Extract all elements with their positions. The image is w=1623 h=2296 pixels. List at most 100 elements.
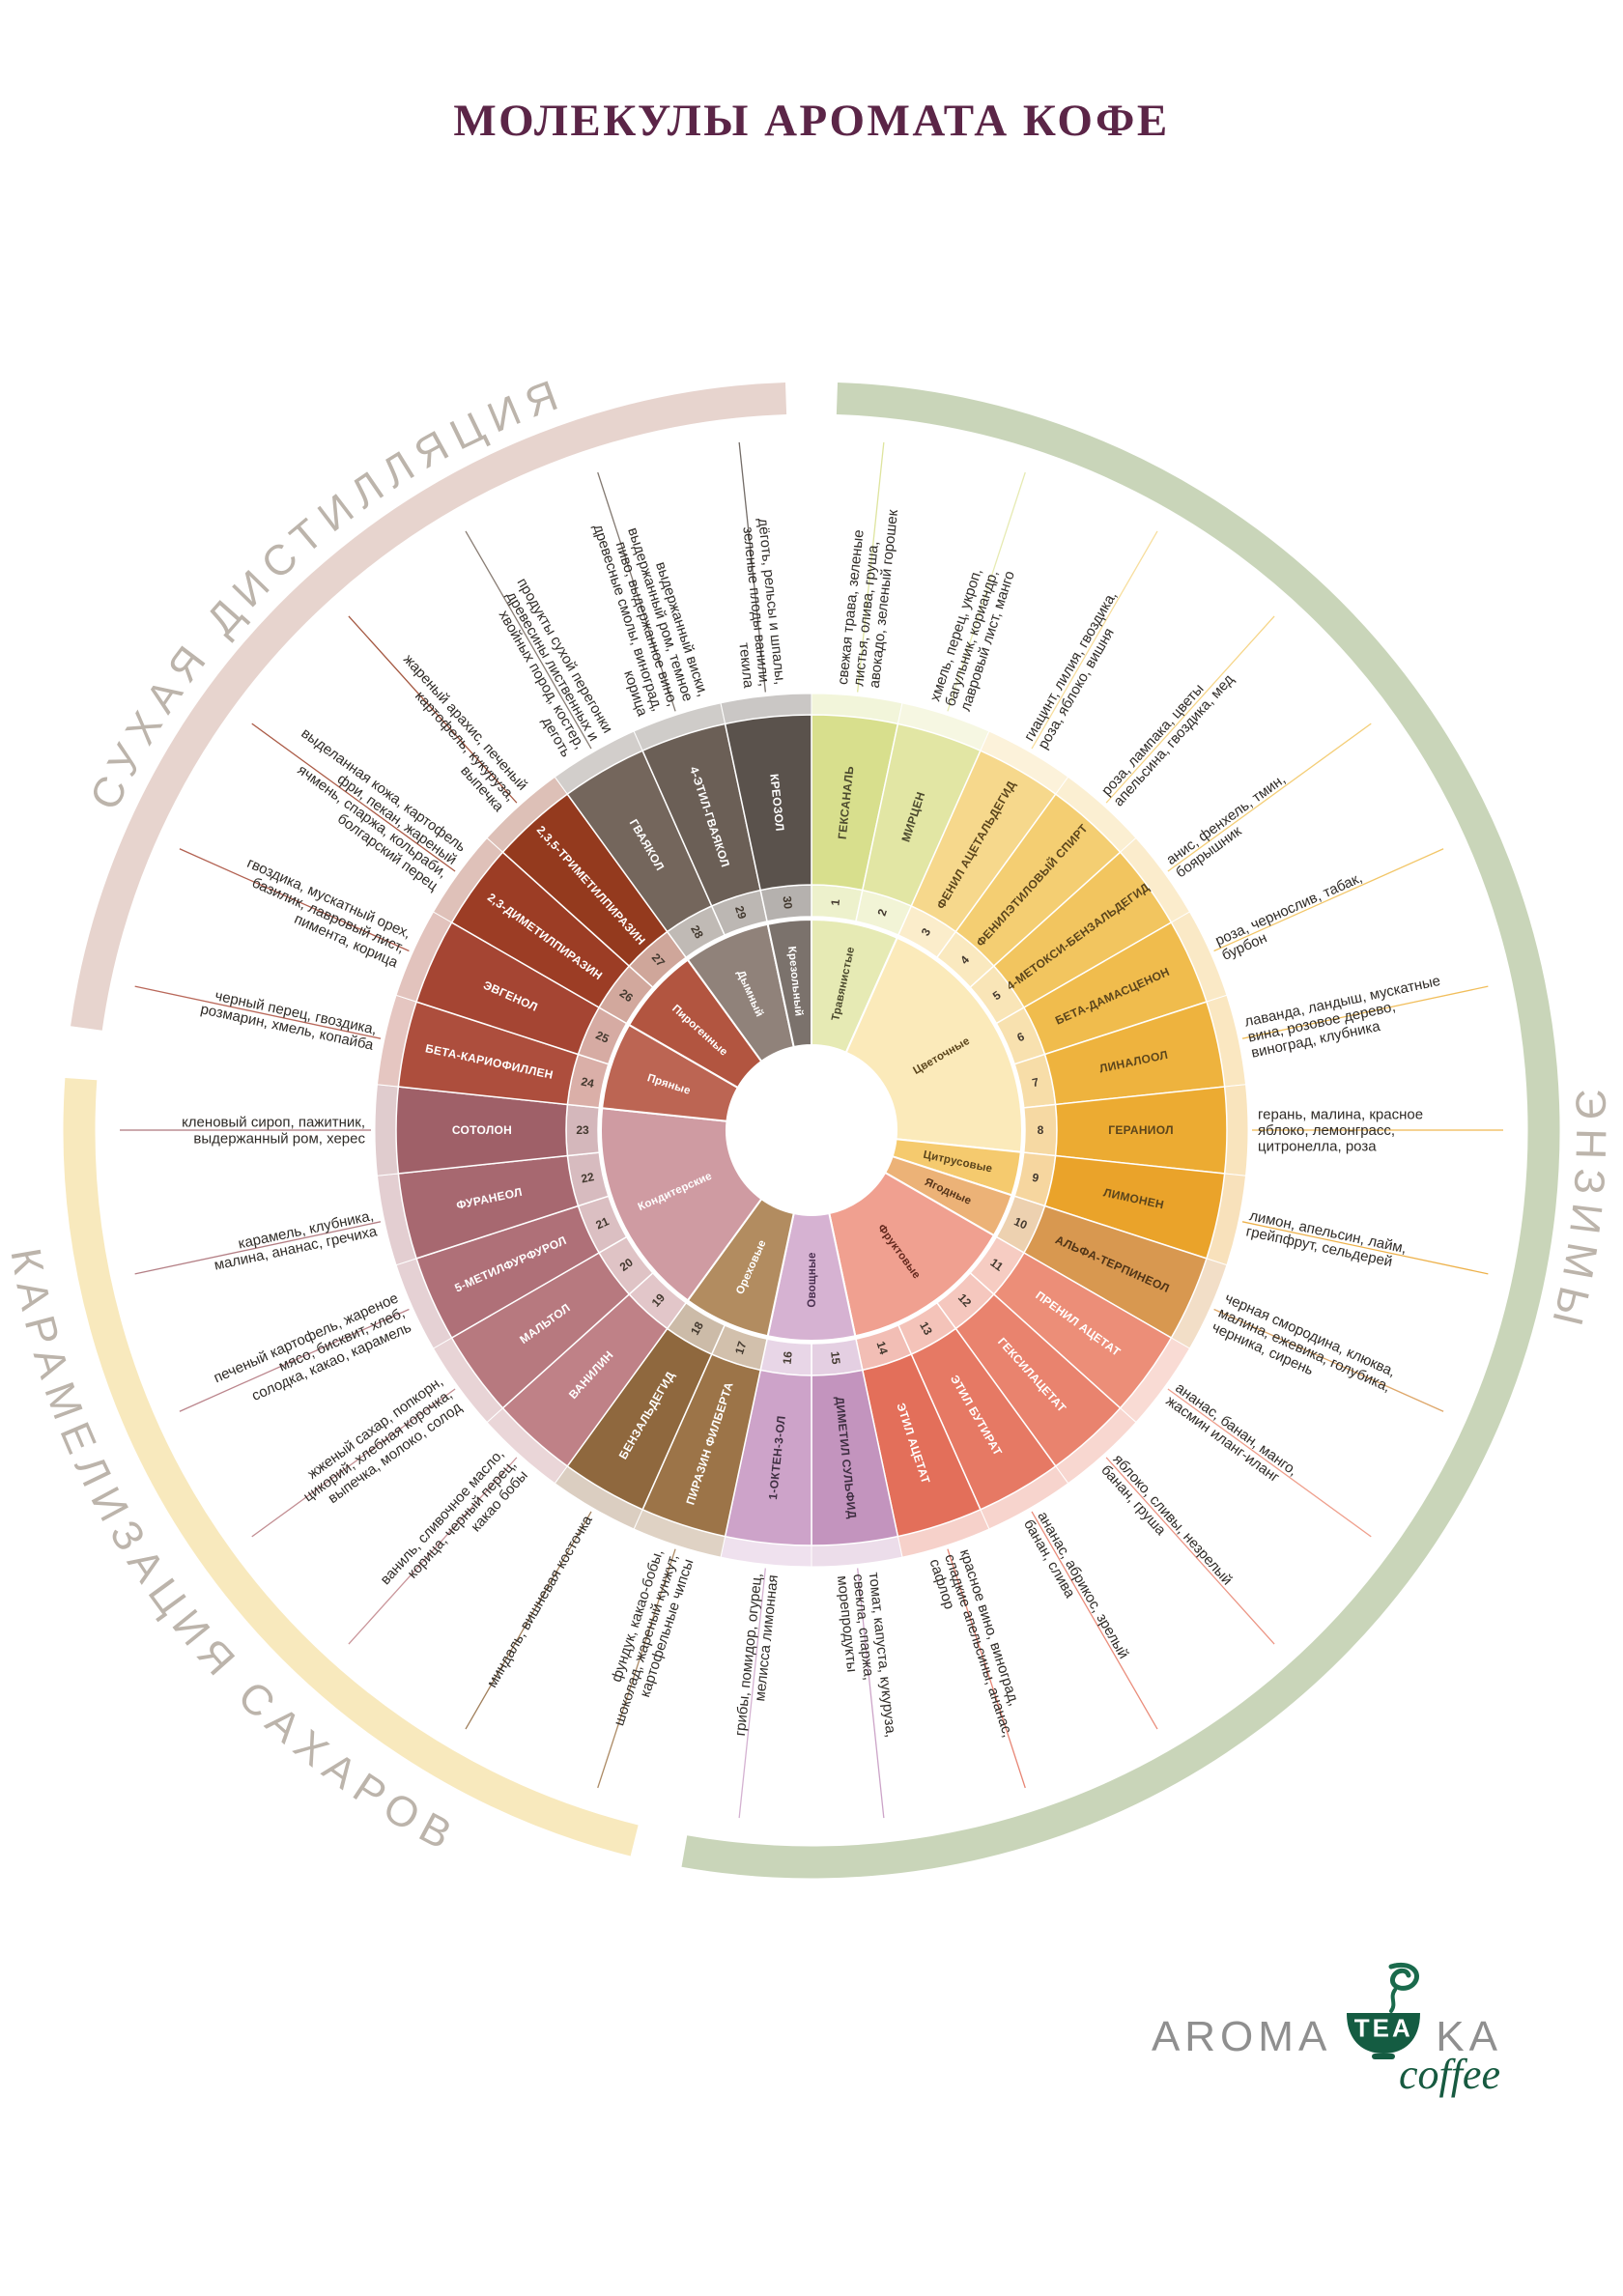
leader-line	[251, 723, 456, 872]
molecule-number: 21	[594, 1214, 612, 1232]
leader-line	[179, 848, 410, 952]
molecule-descriptor: грибы, помидор, огурец,мелисса лимонная	[732, 1573, 782, 1737]
brand-word-coffee: coffee	[1398, 2051, 1500, 2098]
wheel-center	[726, 1045, 897, 1215]
molecule-descriptor: черный перец, гвоздика,розмарин, хмель, …	[199, 987, 378, 1053]
molecule-number: 9	[1031, 1171, 1040, 1185]
descriptor-line: малина, ежевика, голубика,	[1215, 1305, 1392, 1396]
leader-line	[179, 1308, 410, 1412]
molecule-outer-tint	[1224, 1084, 1249, 1176]
molecule-descriptor: кленовый сироп, пажитник,выдержанный ром…	[182, 1115, 365, 1148]
brand-word-tea: TEA	[1353, 2013, 1413, 2043]
descriptor-line: гиацинт, лилия, гвоздика,	[1021, 588, 1121, 744]
descriptor-line: цитронелла, роза	[1258, 1139, 1377, 1155]
molecule-descriptor: миндаль, вишневая косточка	[484, 1513, 596, 1691]
molecule-descriptor: выдержанный виски,выдержанный ром, темно…	[589, 523, 711, 719]
descriptor-line: цикорий, хлебная корочка,	[300, 1386, 456, 1505]
molecule-descriptor: фундук, какао-бобы,шоколад, жареный кунж…	[609, 1547, 698, 1728]
molecule-number: 10	[1012, 1214, 1030, 1232]
leader-line	[1213, 1308, 1444, 1412]
molecule-number: 17	[732, 1340, 750, 1356]
descriptor-line: роза, лампака, цветы	[1098, 681, 1208, 799]
brand-word-ka: KA	[1436, 2013, 1502, 2060]
leader-line	[134, 1221, 382, 1275]
molecule-descriptor: томат, капуста, кукуруза,свекла, спаржа,…	[834, 1572, 899, 1739]
leader-line	[1167, 723, 1372, 872]
page-title: МОЛЕКУЛЫ АРОМАТА КОФЕ	[453, 96, 1170, 146]
molecule-number: 25	[594, 1028, 612, 1045]
molecule-number: 23	[576, 1123, 589, 1137]
leader-line	[348, 615, 518, 804]
leader-line	[597, 471, 676, 712]
molecule-number: 30	[781, 895, 795, 910]
molecule-name-label: СОТОЛОН	[452, 1123, 512, 1137]
leader-line	[857, 441, 885, 693]
descriptor-line: яблоко, лемонграсс,	[1258, 1122, 1395, 1139]
category-label: Овощные	[807, 1252, 818, 1307]
molecule-name-label: ГЕРАНИОЛ	[1108, 1123, 1174, 1137]
descriptor-line: герань, малина, красное	[1258, 1107, 1423, 1123]
molecule-name-label: КРЕОЗОЛ	[767, 774, 786, 833]
descriptor-line: ананас, банан, манго,	[1172, 1379, 1300, 1479]
leader-line	[1105, 1457, 1275, 1645]
molecule-number: 18	[688, 1319, 706, 1338]
descriptor-line: ананас, абрикос, зрелый	[1034, 1509, 1131, 1661]
leader-line	[857, 1568, 885, 1819]
leader-line	[465, 530, 592, 750]
molecule-descriptor: дёготь, рельсы и шпалы,зеленые плоды ван…	[735, 518, 788, 690]
molecule-descriptor: лимон, апельсин, лайм,грейпфрут, сельдер…	[1244, 1207, 1408, 1270]
molecule-descriptor: черная смородина, клюква,малина, ежевика…	[1210, 1290, 1398, 1396]
leader-line	[348, 1457, 518, 1645]
leader-line	[1241, 985, 1489, 1039]
molecule-number: 7	[1031, 1075, 1040, 1090]
descriptor-line: миндаль, вишневая косточка	[484, 1513, 596, 1691]
molecule-descriptor: гвоздика, мускатный орех,базилик, лавров…	[244, 855, 413, 972]
molecule-number: 1	[828, 898, 842, 906]
molecule-descriptor: анис, фенхель, тмин,боярышник	[1163, 771, 1289, 881]
molecule-number: 2	[875, 907, 890, 918]
leader-line	[1167, 1388, 1372, 1538]
leader-line	[251, 1388, 456, 1538]
molecule-descriptor: хмель, перец, укроп,багульник, кориандр,…	[926, 566, 1017, 713]
leader-line	[947, 1548, 1026, 1789]
descriptor-line: яблоко, сливы, незрелый	[1110, 1451, 1236, 1588]
leader-line	[597, 1548, 676, 1789]
molecule-number: 28	[688, 923, 706, 942]
teacup-graphic	[1347, 1963, 1421, 2059]
molecule-number: 29	[732, 904, 750, 921]
molecule-number: 15	[828, 1350, 842, 1365]
molecule-outer-tint	[374, 1084, 399, 1176]
molecule-number: 13	[917, 1319, 935, 1338]
molecule-descriptor: ваниль, сливочное масло,корица, черный п…	[377, 1446, 530, 1588]
molecule-descriptor: карамель, клубника,малина, ананас, гречи…	[213, 1207, 379, 1274]
leader-line	[1105, 615, 1275, 804]
molecule-descriptor: роза, чернослив, табак,бурбон	[1212, 869, 1364, 964]
descriptor-line: роза, чернослив, табак,	[1212, 869, 1364, 949]
descriptor-line: кленовый сироп, пажитник,	[182, 1115, 365, 1131]
leader-line	[947, 471, 1026, 712]
process-arc	[71, 382, 787, 1031]
descriptor-line: анис, фенхель, тмин,	[1163, 771, 1289, 868]
leader-line	[1213, 848, 1444, 952]
descriptor-line: корица, черный перец,	[405, 1457, 520, 1582]
molecule-number: 16	[781, 1350, 795, 1365]
molecule-wedge	[724, 714, 812, 892]
brand-logo: AROMA TEA KA coffee	[1152, 1959, 1502, 2099]
leader-line	[1031, 1511, 1158, 1730]
leader-line	[1031, 530, 1158, 750]
leader-line	[738, 1568, 766, 1819]
molecule-descriptor: красное вино, виноград,сладкие апельсины…	[926, 1547, 1023, 1740]
molecule-number: 22	[580, 1170, 595, 1186]
descriptor-line: апельсина, гвоздика, мед	[1110, 671, 1238, 809]
molecule-descriptor: гиацинт, лилия, гвоздика,роза, яблоко, в…	[1021, 588, 1121, 751]
teacup-icon: TEA	[1337, 1959, 1430, 2061]
